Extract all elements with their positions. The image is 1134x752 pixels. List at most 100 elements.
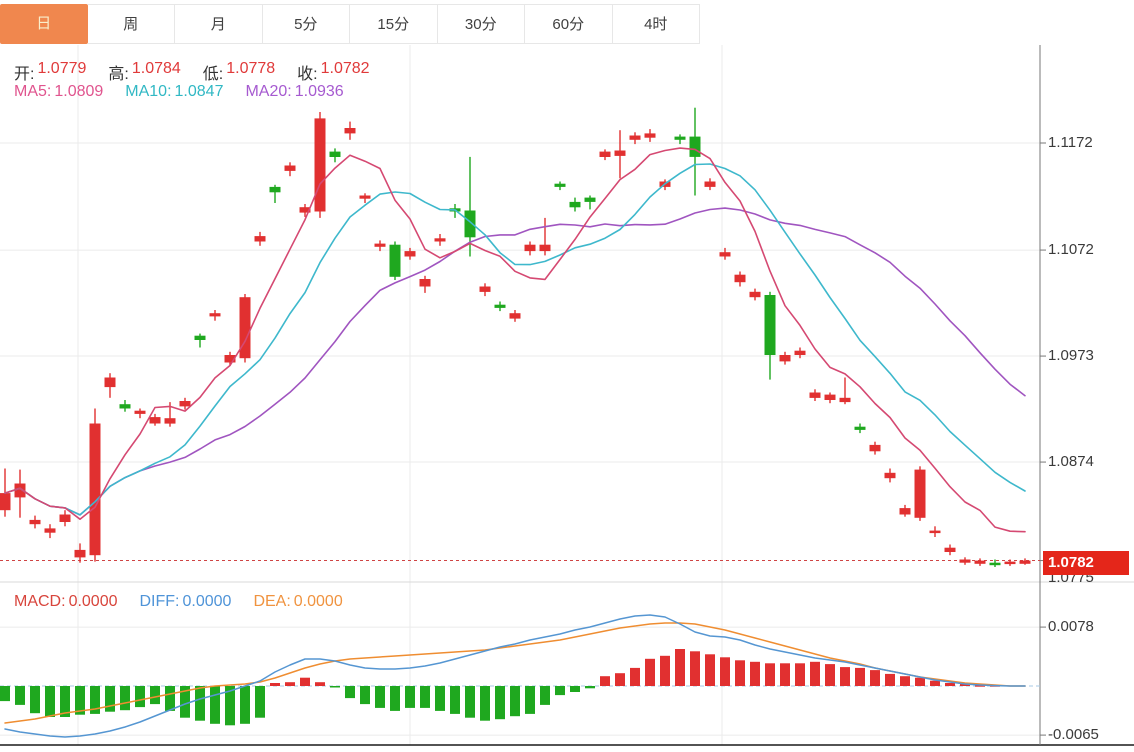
tab-timeframe-7[interactable]: 4时 bbox=[612, 4, 700, 44]
readout-pair: MA10: 1.0847 bbox=[125, 83, 223, 101]
tab-timeframe-3[interactable]: 5分 bbox=[262, 4, 350, 44]
macd-bar-positive bbox=[315, 682, 325, 686]
dif-line bbox=[4, 614, 1026, 738]
candle-body bbox=[59, 514, 71, 522]
candle-body bbox=[239, 297, 251, 359]
candle-body bbox=[164, 418, 176, 424]
readout-pair: 低: 1.0778 bbox=[203, 60, 275, 84]
candle-body bbox=[614, 150, 626, 156]
readout-value: 0.0000 bbox=[68, 593, 118, 610]
readout-label: MA5: bbox=[14, 83, 52, 100]
candle-body bbox=[299, 207, 311, 213]
dea-line bbox=[4, 622, 1026, 724]
readout-pair: DEA: 0.0000 bbox=[253, 593, 342, 611]
macd-bar-negative bbox=[195, 686, 205, 721]
tab-timeframe-1[interactable]: 周 bbox=[87, 4, 175, 44]
candle-body bbox=[359, 195, 371, 199]
readout-value: 1.0847 bbox=[174, 83, 224, 100]
candle-body bbox=[764, 295, 776, 355]
readout-value: 1.0784 bbox=[131, 60, 181, 77]
macd-bar-negative bbox=[540, 686, 550, 705]
macd-bar-positive bbox=[990, 685, 1000, 687]
macd-bar-negative bbox=[525, 686, 535, 714]
readout-pair: MA5: 1.0809 bbox=[14, 83, 103, 101]
candle-body bbox=[524, 244, 536, 252]
macd-bar-positive bbox=[750, 661, 760, 686]
tab-timeframe-6[interactable]: 60分 bbox=[525, 4, 613, 44]
candle-body bbox=[494, 304, 506, 308]
candle-body bbox=[209, 313, 221, 317]
candle-body bbox=[554, 183, 566, 187]
macd-bar-positive bbox=[600, 676, 610, 686]
macd-bar-positive bbox=[270, 683, 280, 686]
macd-bar-negative bbox=[30, 686, 40, 714]
ma20-line bbox=[4, 207, 1026, 516]
readout-value: 0.0000 bbox=[182, 593, 232, 610]
candle-body bbox=[749, 291, 761, 298]
candle-body bbox=[539, 244, 551, 252]
macd-bar-negative bbox=[585, 686, 595, 689]
readout-value: 1.0782 bbox=[320, 60, 370, 77]
macd-bar-negative bbox=[435, 686, 445, 711]
candle-body bbox=[944, 547, 956, 552]
candle-body bbox=[104, 377, 116, 388]
tab-timeframe-2[interactable]: 月 bbox=[175, 4, 263, 44]
macd-bar-positive bbox=[765, 663, 775, 686]
candle-body bbox=[704, 181, 716, 187]
macd-bar-negative bbox=[390, 686, 400, 711]
macd-bar-positive bbox=[825, 664, 835, 686]
macd-bar-positive bbox=[660, 655, 670, 686]
macd-bar-positive bbox=[705, 654, 715, 686]
macd-bar-negative bbox=[105, 686, 115, 712]
candle-body bbox=[734, 274, 746, 283]
macd-bar-negative bbox=[210, 686, 220, 724]
candle-body bbox=[719, 252, 731, 257]
macd-bar-positive bbox=[975, 685, 985, 687]
candle-body bbox=[839, 397, 851, 403]
candle-body bbox=[659, 181, 671, 187]
candle-body bbox=[689, 136, 701, 157]
readout-pair: 收: 1.0782 bbox=[297, 60, 369, 84]
readout-pair: DIFF: 0.0000 bbox=[140, 593, 232, 611]
macd-bar-negative bbox=[570, 686, 580, 692]
candle-body bbox=[449, 208, 461, 212]
candle-body bbox=[899, 508, 911, 515]
price-axis-label: 1.0973 bbox=[1048, 347, 1094, 365]
tab-timeframe-5[interactable]: 30分 bbox=[437, 4, 525, 44]
macd-bar-positive bbox=[930, 680, 940, 686]
candle-body bbox=[929, 530, 941, 534]
tab-timeframe-4[interactable]: 15分 bbox=[350, 4, 438, 44]
macd-bar-positive bbox=[855, 667, 865, 686]
macd-bar-positive bbox=[720, 657, 730, 686]
candle-body bbox=[374, 243, 386, 247]
macd-bar-negative bbox=[15, 686, 25, 705]
candle-body bbox=[644, 133, 656, 138]
readout-label: 开: bbox=[14, 66, 35, 83]
macd-bar-negative bbox=[555, 686, 565, 696]
macd-bar-negative bbox=[450, 686, 460, 714]
readout-label: 收: bbox=[297, 66, 318, 83]
candle-body bbox=[149, 417, 161, 424]
macd-axis-label: -0.0065 bbox=[1048, 726, 1099, 744]
candle-body bbox=[254, 236, 266, 242]
candle-body bbox=[314, 118, 326, 212]
candle-body bbox=[584, 197, 596, 202]
readout-pair: MA20: 1.0936 bbox=[245, 83, 343, 101]
macd-bar-positive bbox=[870, 670, 880, 686]
tab-timeframe-0[interactable]: 日 bbox=[0, 4, 88, 44]
macd-bar-negative bbox=[240, 686, 250, 724]
candle-body bbox=[194, 335, 206, 340]
ma10-line bbox=[4, 163, 1026, 516]
macd-bar-negative bbox=[45, 686, 55, 717]
macd-bar-negative bbox=[330, 686, 340, 688]
candle-body bbox=[284, 165, 296, 171]
ohlc-readout-row: 开: 1.0779 高: 1.0784 低: 1.0778 收: 1.0782 bbox=[14, 60, 392, 84]
candle-body bbox=[959, 559, 971, 563]
macd-bar-positive bbox=[780, 663, 790, 686]
current-price-badge: 1.0782 bbox=[1043, 551, 1129, 575]
macd-bar-positive bbox=[795, 663, 805, 686]
macd-bar-positive bbox=[675, 649, 685, 686]
candle-body bbox=[914, 469, 926, 518]
readout-pair: 高: 1.0784 bbox=[108, 60, 180, 84]
readout-value: 1.0778 bbox=[226, 60, 276, 77]
